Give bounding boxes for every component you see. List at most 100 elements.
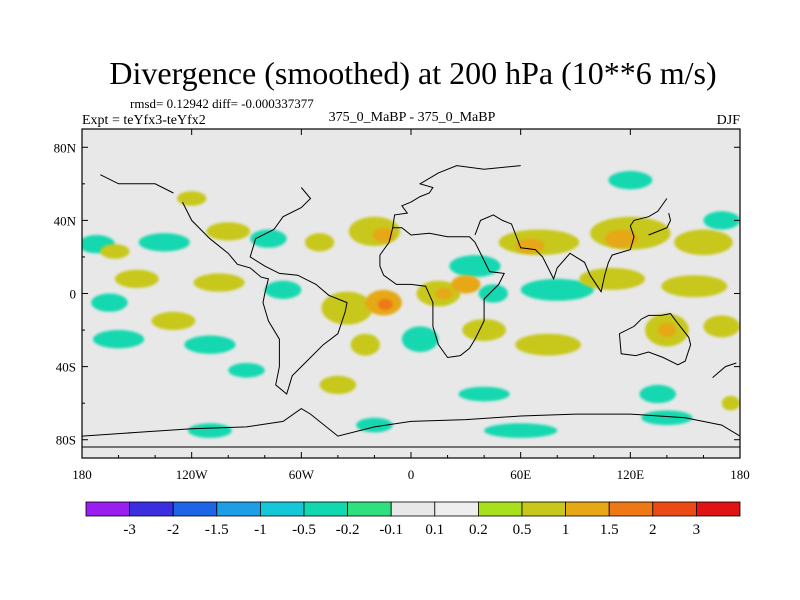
x-tick-label: 180 (730, 467, 750, 482)
field-region (250, 229, 287, 248)
colorbar-label: -0.1 (379, 522, 403, 538)
field-region (703, 315, 740, 338)
colorbar-box (565, 501, 610, 517)
field-region (449, 255, 501, 278)
field-region (641, 410, 693, 426)
colorbar-box (347, 501, 392, 517)
colorbar-box (85, 501, 130, 517)
colorbar-box (608, 501, 654, 517)
field-region (462, 319, 507, 342)
y-tick-label: 40N (54, 213, 77, 228)
field-region (138, 233, 190, 252)
field-region (100, 244, 130, 259)
colorbar-label: -1.5 (205, 522, 229, 538)
season-label: DJF (717, 113, 741, 128)
colorbar-box (652, 501, 697, 517)
colorbar-box (259, 501, 305, 517)
case-label: 375_0_MaBP - 375_0_MaBP (329, 110, 496, 125)
colorbar-label: -3 (123, 522, 136, 538)
x-tick-label: 60W (289, 467, 315, 482)
experiment-label: Expt = teYfx3-teYfx2 (82, 113, 206, 128)
field-region (674, 229, 733, 256)
x-tick-label: 180 (72, 467, 92, 482)
field-region (193, 273, 245, 292)
colorbar-box (172, 501, 218, 517)
field-region (92, 330, 145, 349)
y-tick-label: 40S (56, 360, 76, 375)
field-region (458, 386, 510, 402)
field-region (304, 233, 335, 252)
y-tick-label: 0 (70, 287, 77, 302)
y-tick-label: 80N (54, 140, 77, 155)
field-region (721, 395, 740, 411)
field-region (604, 229, 638, 248)
field-region (434, 288, 454, 299)
field-region (608, 171, 653, 190)
field-region (378, 298, 393, 310)
coastline (182, 187, 348, 395)
colorbar-label: -1 (254, 522, 267, 538)
colorbar-box (129, 501, 174, 517)
field-region (520, 278, 594, 301)
field-region (188, 423, 232, 438)
colorbar-label: -0.5 (292, 522, 316, 538)
coastline (100, 174, 174, 194)
field-region (579, 267, 645, 290)
colorbar-box (434, 501, 479, 517)
field-region (319, 375, 357, 395)
coastline (392, 165, 521, 228)
coastline-layer (82, 165, 740, 448)
x-tick-label: 120W (176, 467, 209, 482)
coastline (474, 198, 668, 293)
x-tick-label: 120E (617, 467, 645, 482)
stats-label: rmsd= 0.12942 diff= -0.000337377 (130, 96, 314, 111)
coastline (82, 408, 740, 437)
colorbar-label: 1 (562, 522, 570, 538)
field-region (206, 222, 251, 241)
divergence-field (82, 171, 740, 438)
field-region (401, 326, 439, 352)
field-region (451, 275, 481, 294)
field-region (264, 280, 302, 299)
colorbar-label: -2 (167, 522, 180, 538)
colorbar-box (216, 501, 261, 517)
coastline (618, 313, 692, 366)
field-region (350, 333, 380, 356)
field-region (114, 269, 159, 289)
coastline (379, 227, 505, 359)
colorbar-label: 0.5 (513, 522, 532, 538)
x-tick-label: 0 (408, 467, 415, 482)
field-region (321, 291, 373, 325)
field-region (478, 284, 508, 303)
field-region (703, 211, 740, 230)
y-tick-label: 80S (56, 433, 76, 448)
colorbar-box (303, 501, 348, 517)
colorbar: -3 -2 -1.5 -1 -0.5 -0.2 -0.1 0.1 0.2 0.5 1 1.5 2 3 (85, 501, 741, 538)
field-region (91, 293, 128, 312)
colorbar-label: 3 (693, 522, 701, 538)
colorbar-box (390, 501, 436, 517)
x-tick-label: 60E (510, 467, 531, 482)
coastline (712, 362, 737, 378)
field-region (228, 362, 265, 378)
coastline (648, 212, 672, 236)
chart-title: Divergence (smoothed) at 200 hPa (10**6 … (109, 55, 716, 91)
colorbar-box (521, 501, 566, 517)
colorbar-label: -0.2 (336, 522, 360, 538)
field-region (639, 384, 677, 404)
field-region (184, 335, 236, 354)
field-region (661, 275, 728, 298)
colorbar-label: 0.2 (469, 522, 488, 538)
field-region (515, 238, 545, 254)
colorbar-label: 0.1 (425, 522, 444, 538)
field-region (484, 423, 558, 438)
colorbar-box (696, 501, 741, 517)
field-region (657, 322, 677, 338)
colorbar-label: 2 (649, 522, 657, 538)
colorbar-box (477, 501, 523, 517)
y-axis: 80N 40N 0 40S 80S (54, 140, 740, 448)
field-region (515, 333, 581, 356)
field-region (372, 227, 395, 243)
field-region (151, 311, 196, 331)
